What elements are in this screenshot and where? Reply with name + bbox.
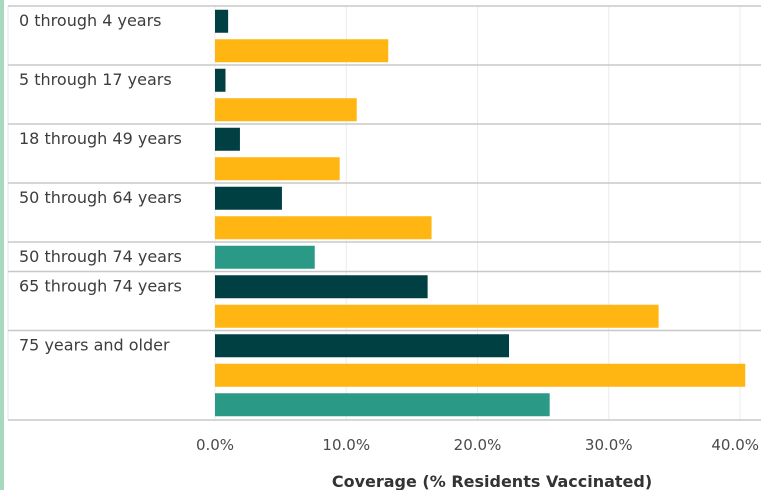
category-label: 18 through 49 years (19, 129, 182, 148)
category-label: 50 through 64 years (19, 188, 182, 207)
category-label: 75 years and older (19, 336, 170, 355)
bar (215, 216, 432, 240)
bar (215, 334, 509, 358)
bar (215, 98, 357, 122)
category-label: 50 through 74 years (19, 247, 182, 266)
x-tick-label: 30.0% (585, 436, 633, 454)
bar (215, 304, 659, 328)
bar (215, 157, 340, 181)
left-accent-bar (0, 0, 4, 490)
bar (215, 39, 389, 63)
x-tick-label: 20.0% (454, 436, 502, 454)
bar (215, 9, 229, 33)
bar (215, 275, 428, 299)
x-tick-label: 10.0% (322, 436, 370, 454)
bar (215, 186, 282, 210)
bar (215, 68, 226, 92)
bar (215, 127, 240, 151)
x-axis-title: Coverage (% Residents Vaccinated) (332, 472, 652, 490)
bar (215, 245, 315, 269)
x-tick-label: 40.0% (711, 436, 759, 454)
bar (215, 363, 746, 387)
category-label: 5 through 17 years (19, 70, 172, 89)
bar (215, 393, 550, 417)
category-label: 65 through 74 years (19, 277, 182, 296)
x-tick-label: 0.0% (196, 436, 234, 454)
category-label: 0 through 4 years (19, 11, 162, 30)
